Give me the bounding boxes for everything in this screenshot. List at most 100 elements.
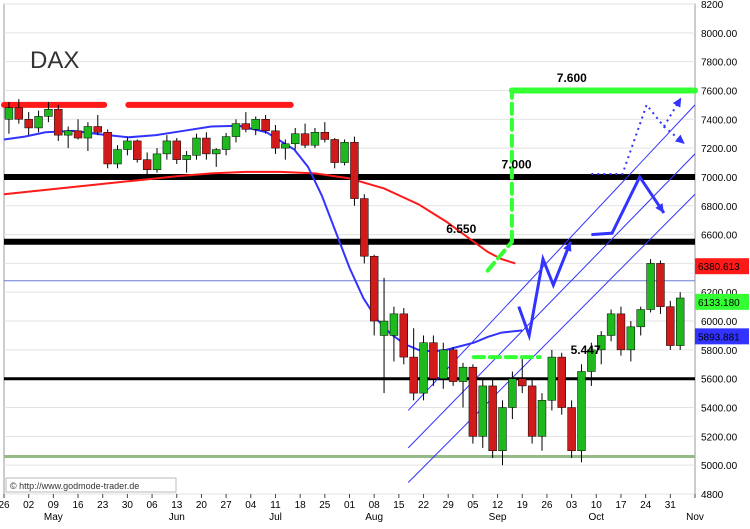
x-tick-label: 16: [72, 500, 84, 511]
candle-body: [272, 131, 280, 148]
x-tick-label: 13: [171, 500, 183, 511]
x-month-label: Nov: [686, 512, 704, 523]
chart-container: { "chart": { "type": "candlestick", "tit…: [0, 0, 750, 529]
candle-body: [94, 127, 102, 133]
x-tick-label: 17: [615, 500, 627, 511]
y-tick-label: 7600.00: [701, 86, 738, 97]
credit-label: © http://www.godmode-trader.de: [10, 481, 139, 491]
candle-body: [242, 124, 250, 130]
x-month-label: Jul: [269, 512, 282, 523]
candle-body: [558, 357, 566, 407]
candle-body: [123, 141, 131, 150]
candle-body: [647, 263, 655, 309]
x-tick-label: 15: [393, 500, 405, 511]
candle-body: [518, 379, 526, 386]
candle-body: [54, 109, 62, 135]
candle-body: [301, 134, 309, 146]
candle-body: [499, 408, 507, 451]
y-tick-label: 6800.00: [701, 202, 738, 213]
candle-body: [420, 343, 428, 393]
candle-body: [637, 310, 645, 327]
x-tick-label: 29: [443, 500, 455, 511]
candle-body: [311, 132, 319, 145]
candle-body: [410, 357, 418, 393]
y-tick-label: 7000.00: [701, 173, 738, 184]
candle-body: [202, 138, 210, 154]
x-tick-label: 23: [97, 500, 109, 511]
price-annotation: 7.000: [502, 157, 532, 171]
candle-body: [183, 155, 191, 159]
candle-body: [222, 137, 230, 150]
candle-body: [281, 144, 289, 148]
candle-body: [459, 367, 467, 381]
candle-body: [469, 367, 477, 436]
candle-body: [548, 357, 556, 400]
candle-body: [508, 379, 516, 408]
y-tick-label: 6000.00: [701, 317, 738, 328]
x-tick-label: 05: [467, 500, 479, 511]
x-tick-label: 11: [270, 500, 281, 511]
candle-body: [676, 298, 684, 346]
candle-body: [193, 138, 201, 155]
candle-body: [64, 131, 72, 135]
candle-body: [291, 134, 299, 144]
chart-title: DAX: [30, 47, 79, 74]
price-annotation: 7.600: [557, 71, 587, 85]
candle-body: [449, 350, 457, 382]
y-tick-label: 7800.00: [701, 58, 738, 69]
y-tick-label: 5000.00: [701, 461, 738, 472]
x-tick-label: 30: [122, 500, 134, 511]
candle-body: [429, 343, 437, 379]
x-tick-label: 19: [517, 500, 529, 511]
y-tick-label: 5800.00: [701, 346, 738, 357]
candle-body: [262, 119, 270, 131]
candle-body: [380, 321, 388, 335]
y-tick-label: 6600.00: [701, 231, 738, 242]
y-tick-label: 5600.00: [701, 375, 738, 386]
x-month-label: May: [44, 512, 63, 523]
price-tag-label: 6380.613: [698, 262, 740, 273]
candle-body: [479, 386, 487, 436]
y-tick-label: 7400.00: [701, 115, 738, 126]
y-tick-label: 7200.00: [701, 144, 738, 155]
candle-body: [568, 408, 576, 451]
x-tick-label: 31: [665, 500, 677, 511]
x-tick-label: 04: [245, 500, 257, 511]
candle-body: [114, 150, 122, 164]
candle-body: [232, 124, 240, 137]
candle-body: [390, 314, 398, 336]
x-tick-label: 09: [48, 500, 60, 511]
price-annotation: 5.447: [571, 343, 601, 357]
x-month-label: Jun: [169, 512, 185, 523]
y-tick-label: 8000.00: [701, 29, 738, 40]
candle-body: [133, 141, 141, 160]
x-tick-label: 26: [0, 500, 10, 511]
candle-body: [153, 154, 161, 170]
candle-body: [173, 141, 181, 160]
candle-body: [489, 386, 497, 451]
y-tick-label: 5400.00: [701, 404, 738, 415]
price-tag-label: 6133.180: [698, 298, 740, 309]
candle-body: [252, 119, 260, 129]
candle-body: [538, 400, 546, 436]
x-tick-label: 25: [319, 500, 331, 511]
candle-body: [44, 109, 52, 116]
candle-body: [143, 160, 151, 170]
candle-body: [35, 116, 43, 128]
y-tick-label: 5200.00: [701, 432, 738, 443]
x-tick-label: 12: [492, 500, 504, 511]
candlestick-chart: 48005000.005200.005400.005600.005800.006…: [0, 0, 750, 529]
candle-body: [25, 119, 33, 128]
x-month-label: Aug: [365, 512, 383, 523]
x-tick-label: 27: [221, 500, 233, 511]
candle-body: [212, 150, 220, 154]
candle-body: [163, 141, 171, 154]
x-tick-label: 20: [196, 500, 208, 511]
candle-body: [331, 139, 339, 162]
candle-body: [439, 350, 447, 379]
candle-body: [350, 142, 358, 198]
x-month-label: Oct: [589, 512, 605, 523]
candle-body: [666, 307, 674, 346]
price-annotation: 6.550: [446, 222, 476, 236]
x-tick-label: 01: [344, 500, 356, 511]
